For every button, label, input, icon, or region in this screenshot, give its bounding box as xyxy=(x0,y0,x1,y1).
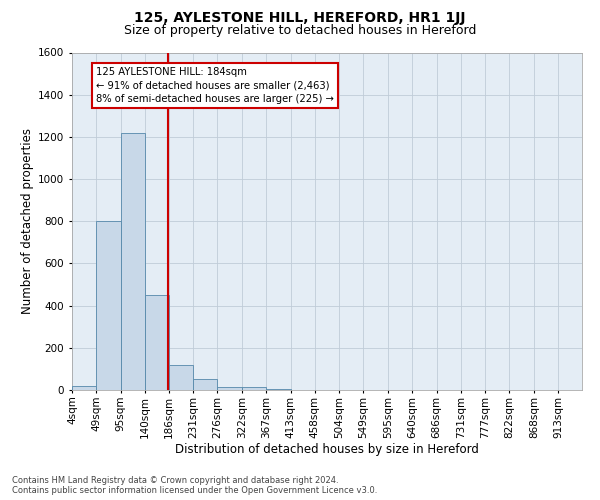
X-axis label: Distribution of detached houses by size in Hereford: Distribution of detached houses by size … xyxy=(175,443,479,456)
Bar xyxy=(96,221,121,390)
Text: Size of property relative to detached houses in Hereford: Size of property relative to detached ho… xyxy=(124,24,476,37)
Text: 125, AYLESTONE HILL, HEREFORD, HR1 1JJ: 125, AYLESTONE HILL, HEREFORD, HR1 1JJ xyxy=(134,11,466,25)
Bar xyxy=(266,389,290,390)
Bar xyxy=(145,295,169,390)
Bar xyxy=(169,364,193,390)
Bar xyxy=(242,388,266,390)
Bar xyxy=(217,387,242,390)
Bar xyxy=(193,380,217,390)
Bar xyxy=(121,132,145,390)
Text: Contains HM Land Registry data © Crown copyright and database right 2024.
Contai: Contains HM Land Registry data © Crown c… xyxy=(12,476,377,495)
Y-axis label: Number of detached properties: Number of detached properties xyxy=(21,128,34,314)
Text: 125 AYLESTONE HILL: 184sqm
← 91% of detached houses are smaller (2,463)
8% of se: 125 AYLESTONE HILL: 184sqm ← 91% of deta… xyxy=(96,68,334,104)
Bar xyxy=(72,386,96,390)
